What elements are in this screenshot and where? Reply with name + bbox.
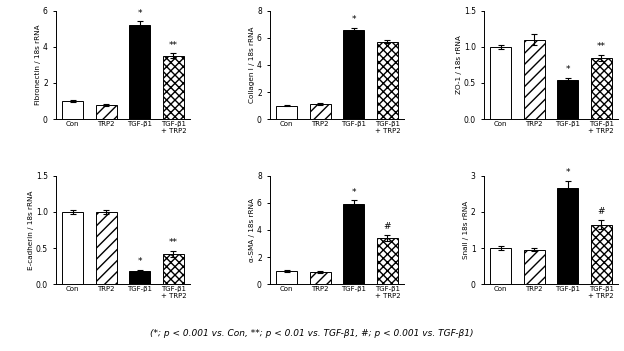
- Bar: [490, 248, 511, 284]
- Y-axis label: α-SMA / 18s rRNA: α-SMA / 18s rRNA: [249, 198, 255, 262]
- Y-axis label: ZO-1 / 18s rRNA: ZO-1 / 18s rRNA: [456, 35, 462, 94]
- Text: *: *: [565, 65, 570, 74]
- Bar: [377, 238, 397, 284]
- Text: #: #: [598, 207, 605, 217]
- Bar: [591, 58, 612, 119]
- Bar: [591, 225, 612, 284]
- Bar: [524, 40, 545, 119]
- Bar: [557, 80, 578, 119]
- Bar: [62, 101, 83, 119]
- Text: **: **: [169, 41, 178, 49]
- Bar: [163, 56, 184, 119]
- Bar: [557, 188, 578, 284]
- Bar: [276, 106, 297, 119]
- Text: *: *: [565, 168, 570, 177]
- Bar: [524, 250, 545, 284]
- Bar: [310, 104, 331, 119]
- Bar: [343, 29, 364, 119]
- Text: **: **: [169, 238, 178, 247]
- Bar: [310, 272, 331, 284]
- Y-axis label: Fibronectin / 18s rRNA: Fibronectin / 18s rRNA: [35, 25, 41, 105]
- Text: #: #: [384, 222, 391, 231]
- Text: *: *: [351, 15, 356, 24]
- Text: *: *: [137, 257, 142, 266]
- Y-axis label: Collagen I / 18s rRNA: Collagen I / 18s rRNA: [249, 27, 255, 103]
- Y-axis label: E-cadherin / 18s rRNA: E-cadherin / 18s rRNA: [27, 190, 34, 270]
- Bar: [129, 271, 150, 284]
- Bar: [129, 25, 150, 119]
- Text: *: *: [351, 187, 356, 197]
- Text: (*; p < 0.001 vs. Con, **; p < 0.01 vs. TGF-β1, #; p < 0.001 vs. TGF-β1): (*; p < 0.001 vs. Con, **; p < 0.01 vs. …: [150, 329, 474, 338]
- Bar: [96, 212, 117, 284]
- Bar: [96, 105, 117, 119]
- Bar: [163, 254, 184, 284]
- Y-axis label: Snail / 18s rRNA: Snail / 18s rRNA: [463, 201, 469, 259]
- Bar: [343, 204, 364, 284]
- Bar: [62, 212, 83, 284]
- Bar: [490, 47, 511, 119]
- Text: **: **: [597, 42, 606, 51]
- Bar: [276, 271, 297, 284]
- Bar: [377, 42, 397, 119]
- Text: *: *: [137, 8, 142, 18]
